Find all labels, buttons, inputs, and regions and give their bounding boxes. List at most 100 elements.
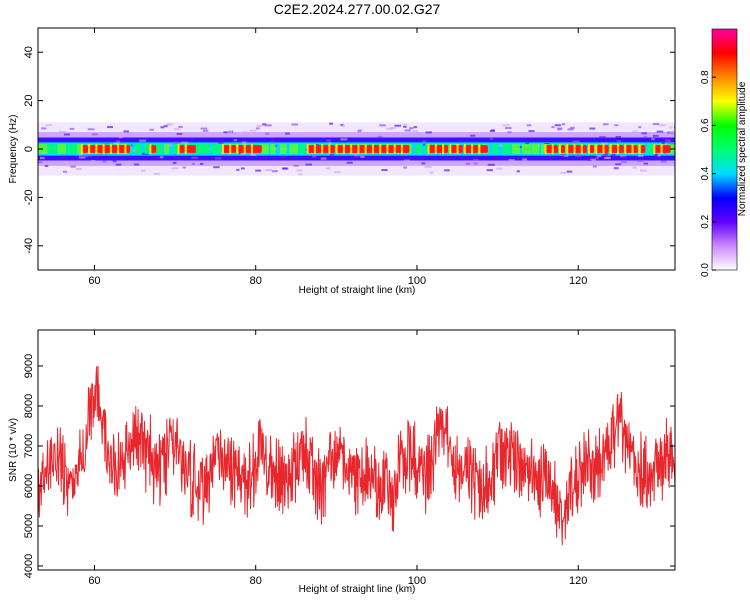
spectrogram-high-amp-edge xyxy=(660,143,663,155)
spectrogram-high-amp-edge xyxy=(602,143,605,155)
spectrogram-speckle xyxy=(139,139,147,142)
spectrogram-high-amp xyxy=(223,145,230,153)
spectrogram-speckle xyxy=(567,128,574,131)
spectrogram-speckle xyxy=(589,127,596,130)
spectrogram-speckle xyxy=(140,169,146,172)
spectrogram-speckle xyxy=(233,139,237,142)
spectrogram-speckle xyxy=(172,154,177,157)
spectrogram-core-patch xyxy=(202,144,211,154)
spectrogram-high-amp xyxy=(479,145,488,153)
spectrogram-core-patch xyxy=(134,144,142,154)
spectrogram-high-amp xyxy=(575,145,583,153)
spectrogram-y-tick-label: 20 xyxy=(23,94,35,106)
spectrogram-high-amp xyxy=(380,145,389,153)
spectrogram-speckle xyxy=(181,141,189,144)
spectrogram-speckle xyxy=(403,125,407,128)
spectrogram-speckle xyxy=(59,130,66,133)
spectrogram-y-tick-label: -20 xyxy=(23,189,35,205)
colorbar: 0.0 0.2 0.4 0.6 0.8 Normalized spectral ampl… xyxy=(700,28,748,277)
spectrogram-speckle xyxy=(84,155,88,158)
spectrogram-speckle xyxy=(638,126,642,129)
spectrogram-high-amp-edge xyxy=(117,143,120,155)
spectrogram-speckle xyxy=(457,140,463,143)
spectrogram-speckle xyxy=(615,163,622,166)
spectrogram-speckle xyxy=(473,158,479,161)
spectrogram-speckle xyxy=(172,161,177,164)
spectrogram-core-patch xyxy=(279,144,287,154)
spectrogram-high-amp-edge xyxy=(471,143,474,155)
spectrogram-speckle xyxy=(262,123,267,126)
spectrogram-speckle xyxy=(422,143,427,146)
spectrogram-speckle xyxy=(173,141,179,144)
spectrogram-speckle xyxy=(70,165,76,168)
spectrogram-core-patch xyxy=(173,144,182,154)
spectrogram-high-amp xyxy=(553,145,558,153)
spectrogram-speckle xyxy=(566,170,573,173)
spectrogram-high-amp xyxy=(104,145,111,153)
spectrogram-speckle xyxy=(75,167,83,170)
spectrogram-speckle xyxy=(404,159,410,162)
spectrogram-speckle xyxy=(377,135,383,138)
spectrogram-speckle xyxy=(112,160,117,163)
snr-y-tick-label: 8000 xyxy=(23,394,35,418)
spectrogram-core-patch xyxy=(192,144,203,154)
spectrogram-speckle xyxy=(115,163,122,166)
spectrogram-speckle xyxy=(256,124,263,127)
spectrogram-high-amp xyxy=(150,145,157,153)
spectrogram-speckle xyxy=(587,158,593,161)
spectrogram-speckle xyxy=(611,153,616,156)
spectrogram-speckle xyxy=(264,124,272,127)
spectrogram-speckle xyxy=(614,124,619,127)
spectrogram-high-amp-edge xyxy=(400,143,403,155)
spectrogram-speckle xyxy=(522,158,528,161)
spectrogram-speckle xyxy=(412,130,419,133)
spectrogram-high-amp-edge xyxy=(102,143,105,155)
spectrogram-speckle xyxy=(271,170,278,173)
spectrogram-speckle xyxy=(334,171,341,174)
spectrogram-core-patch xyxy=(531,144,540,154)
spectrogram-y-tick-label: 0 xyxy=(23,146,35,152)
spectrogram-speckle xyxy=(218,141,224,144)
colorbar-label: Normalized spectral amplitude xyxy=(737,81,748,216)
spectrogram-speckle xyxy=(615,136,622,139)
spectrogram-high-amp xyxy=(82,145,89,153)
spectrogram-core-patch xyxy=(502,144,512,154)
spectrogram-speckle xyxy=(63,170,67,173)
spectrogram-speckle xyxy=(403,166,407,169)
spectrogram-speckle xyxy=(354,153,358,156)
spectrogram-speckle xyxy=(113,142,120,145)
spectrogram-core-patch xyxy=(47,144,57,154)
spectrogram-high-amp-edge xyxy=(624,143,627,155)
spectrogram-speckle xyxy=(643,136,648,139)
spectrogram-high-amp-edge xyxy=(109,143,112,155)
spectrogram-speckle xyxy=(516,170,520,173)
spectrogram-speckle xyxy=(654,153,658,156)
spectrogram-high-amp-edge xyxy=(95,143,98,155)
spectrogram-high-amp xyxy=(589,145,595,153)
spectrogram-speckle xyxy=(572,140,579,143)
spectrogram-speckle xyxy=(171,167,179,170)
spectrogram-high-amp xyxy=(252,145,262,153)
spectrogram-high-amp-edge xyxy=(357,143,360,155)
spectrogram-speckle xyxy=(88,154,93,157)
spectrogram-speckle xyxy=(189,138,194,141)
spectrogram-core-patch xyxy=(270,144,276,154)
snr-series-line xyxy=(38,365,675,546)
spectrogram-high-amp-edge xyxy=(229,143,232,155)
spectrogram-core-patch xyxy=(57,144,66,154)
spectrogram-speckle xyxy=(561,123,566,126)
spectrogram-speckle xyxy=(673,126,675,129)
spectrogram-high-amp xyxy=(89,145,96,153)
spectrogram-speckle xyxy=(465,162,471,165)
spectrogram-speckle xyxy=(473,162,478,165)
spectrogram-core-patch xyxy=(473,144,483,154)
spectrogram-speckle xyxy=(241,141,247,144)
spectrogram-speckle xyxy=(291,123,299,126)
spectrogram-core-patch xyxy=(76,144,85,154)
spectrogram-high-amp xyxy=(458,145,463,153)
spectrogram-speckle xyxy=(199,162,204,165)
spectrogram-high-amp-edge xyxy=(617,143,620,155)
spectrogram-high-amp-edge xyxy=(371,143,374,155)
spectrogram-high-amp xyxy=(308,145,316,153)
spectrogram-speckle xyxy=(651,138,655,141)
